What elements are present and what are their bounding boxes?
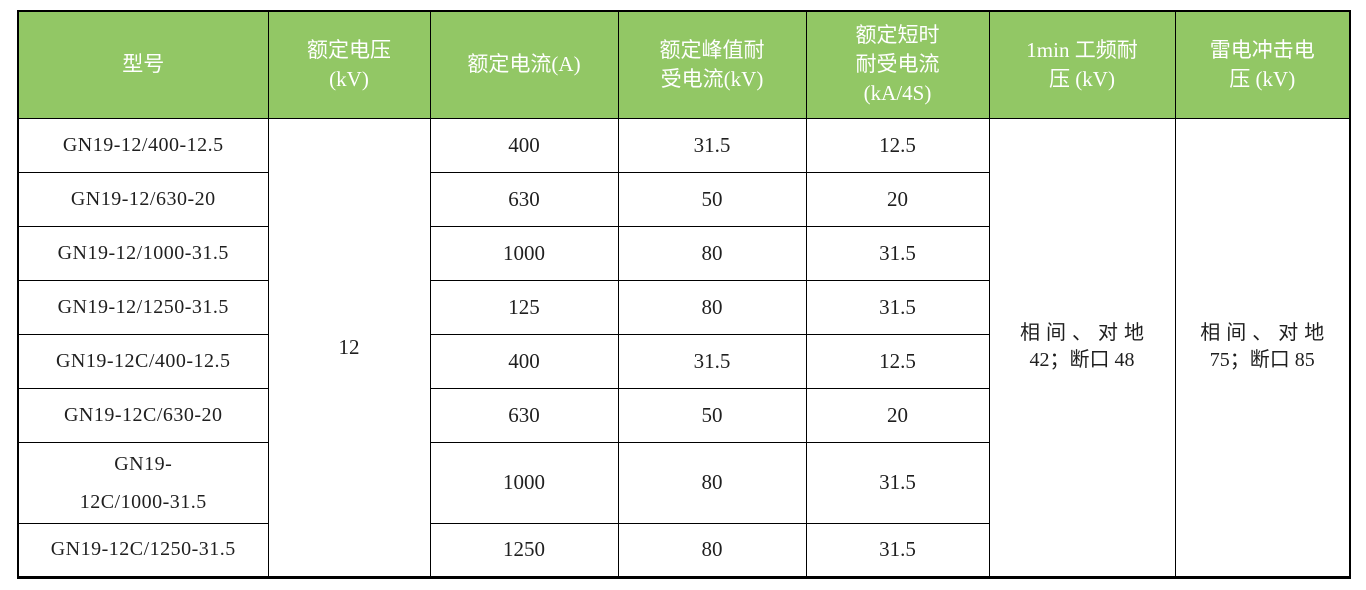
rated-current-cell: 1000 [429,441,619,524]
header-model: 型号 [17,10,269,119]
peak-current-cell: 31.5 [617,333,807,389]
power-frequency-text-line1: 相间、对地 [1020,322,1150,344]
lightning-impulse-merged-cell: 相间、对地 75；断口 85 [1174,117,1351,578]
model-cell: GN19-12C/400-12.5 [17,333,269,389]
model-cell: GN19-12/630-20 [17,171,269,227]
short-time-current-cell: 12.5 [805,333,990,389]
model-cell: GN19- 12C/1000-31.5 [17,441,269,524]
table-row: GN19- 12C/1000-31.5 1000 80 31.5 [17,441,1350,524]
header-lightning-impulse: 雷电冲击电 压 (kV) [1174,10,1351,119]
spec-table: 型号 额定电压 (kV) 额定电流(A) 额定峰值耐 受电流(kV) 额定短时 … [17,10,1351,579]
model-text-line2: 12C/1000-31.5 [79,490,207,513]
peak-current-cell: 80 [617,279,807,335]
header-power-frequency-withstand: 1min 工频耐 压 (kV) [988,10,1176,119]
short-time-current-cell: 12.5 [805,117,990,173]
table-row: GN19-12/1250-31.5 125 80 31.5 [17,279,1350,335]
header-short-time-withstand-current: 额定短时 耐受电流 (kA/4S) [805,10,990,119]
rated-current-cell: 630 [429,171,619,227]
header-rated-current: 额定电流(A) [429,10,619,119]
peak-current-cell: 80 [617,225,807,281]
short-time-current-cell: 20 [805,171,990,227]
table-row: GN19-12/630-20 630 50 20 [17,171,1350,227]
peak-current-cell: 50 [617,387,807,443]
lightning-impulse-text-line1: 相间、对地 [1200,322,1331,344]
power-frequency-text-line2: 42；断口 48 [1029,349,1135,371]
header-rated-voltage: 额定电压 (kV) [267,10,431,119]
header-peak-withstand-current: 额定峰值耐 受电流(kV) [617,10,807,119]
table-row: GN19-12C/630-20 630 50 20 [17,387,1350,443]
table-row: GN19-12C/1250-31.5 1250 80 31.5 [17,522,1350,578]
lightning-impulse-text-line2: 75；断口 85 [1209,349,1315,371]
model-cell: GN19-12C/1250-31.5 [17,522,269,578]
peak-current-cell: 31.5 [617,117,807,173]
rated-current-cell: 630 [429,387,619,443]
table-row: GN19-12/400-12.5 12 400 31.5 12.5 相间、对地 … [17,117,1351,578]
rated-current-cell: 1000 [429,225,619,281]
short-time-current-cell: 31.5 [805,279,990,335]
peak-current-cell: 80 [617,441,807,524]
model-text-line1: GN19- [114,452,173,475]
peak-current-cell: 80 [617,522,807,578]
model-cell: GN19-12/1250-31.5 [17,279,269,335]
short-time-current-cell: 31.5 [805,522,990,578]
model-cell: GN19-12/400-12.5 [17,117,269,173]
header-row: 型号 额定电压 (kV) 额定电流(A) 额定峰值耐 受电流(kV) 额定短时 … [17,10,1351,119]
table-row: GN19-12/1000-31.5 1000 80 31.5 [17,225,1350,281]
short-time-current-cell: 20 [805,387,990,443]
peak-current-cell: 50 [617,171,807,227]
table-row: GN19-12C/400-12.5 400 31.5 12.5 [17,333,1350,389]
short-time-current-cell: 31.5 [805,225,990,281]
model-cell: GN19-12C/630-20 [17,387,269,443]
rated-current-cell: 125 [429,279,619,335]
rated-current-cell: 400 [429,117,619,173]
header-model-label: 型号 [122,52,165,77]
rated-current-cell: 400 [429,333,619,389]
power-frequency-merged-cell: 相间、对地 42；断口 48 [988,117,1176,578]
rated-voltage-merged-cell: 12 [267,117,431,578]
rated-current-cell: 1250 [429,522,619,578]
model-cell: GN19-12/1000-31.5 [17,225,269,281]
short-time-current-cell: 31.5 [805,441,990,524]
